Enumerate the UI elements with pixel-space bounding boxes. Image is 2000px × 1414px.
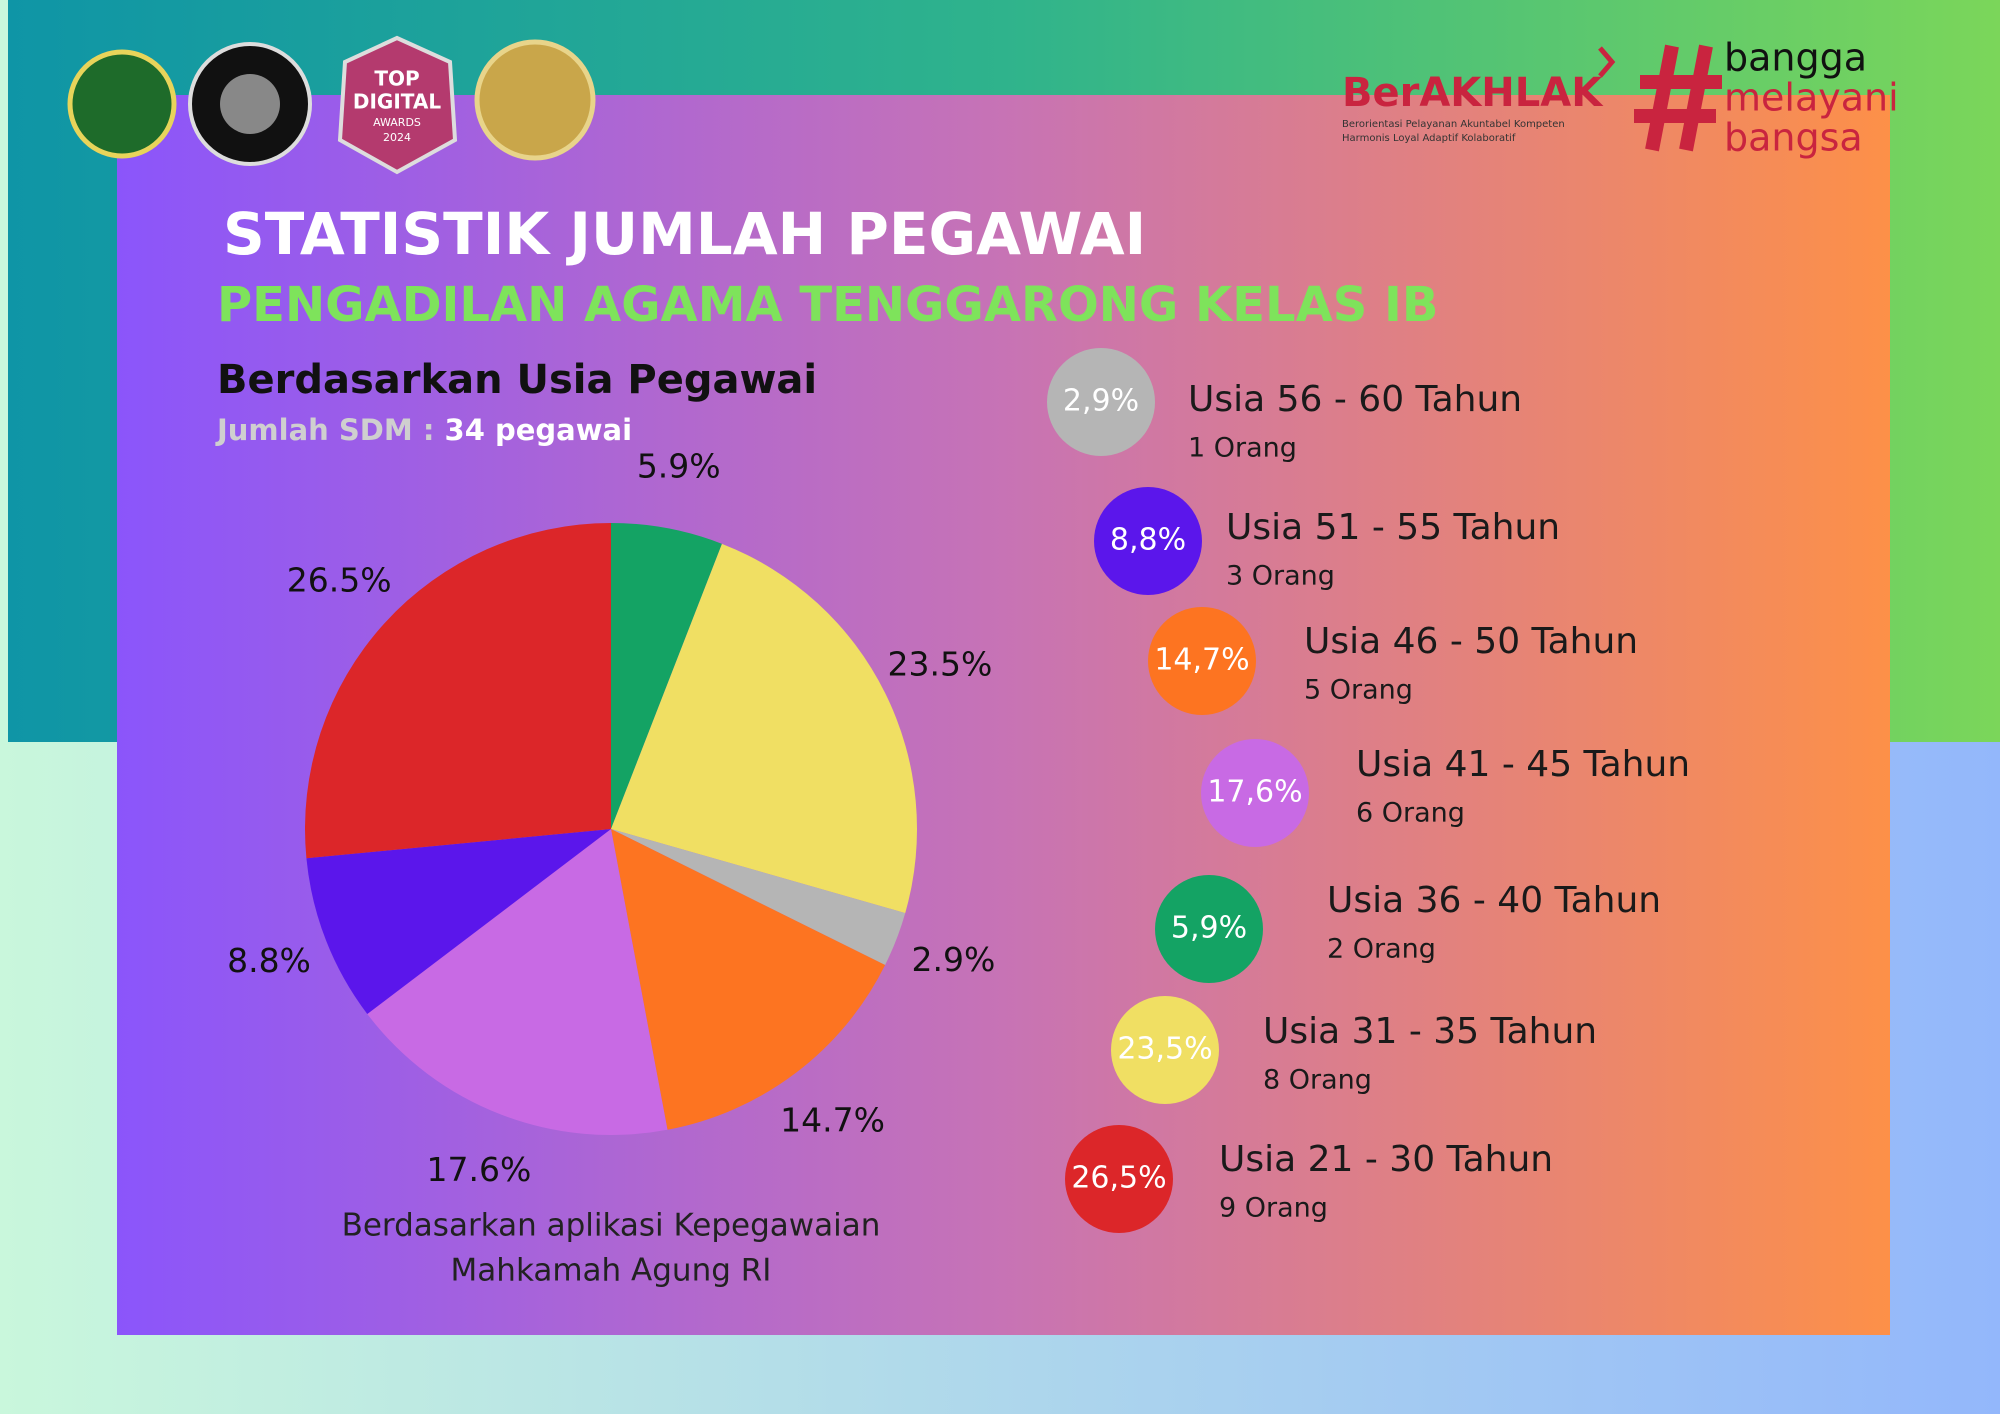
- pie-slice: [611, 829, 906, 966]
- age-marker: [1201, 739, 1309, 847]
- pie-slice: [611, 523, 722, 829]
- age-label: Usia 46 - 50 Tahun: [1304, 621, 1638, 662]
- age-marker: [1047, 348, 1155, 456]
- age-label: Usia 36 - 40 Tahun: [1327, 880, 1661, 921]
- logo: [67, 49, 177, 159]
- total-label: Jumlah SDM :: [215, 413, 434, 447]
- logo: [220, 74, 280, 134]
- source-note: Berdasarkan aplikasi Kepegawaian: [342, 1208, 881, 1244]
- age-count: 8 Orang: [1263, 1065, 1372, 1096]
- age-percent: 23,5%: [1117, 1032, 1212, 1067]
- age-percent: 2,9%: [1063, 384, 1139, 419]
- age-percent: 8,8%: [1110, 523, 1186, 558]
- age-count: 1 Orang: [1188, 433, 1297, 464]
- pie-slice: [305, 523, 611, 859]
- slice-label: 2.9%: [911, 940, 995, 979]
- slogan: bangga: [1724, 36, 1867, 80]
- age-percent: 26,5%: [1071, 1161, 1166, 1196]
- pie-slice: [367, 829, 668, 1135]
- title: STATISTIK JUMLAH PEGAWAI: [223, 200, 1146, 268]
- slice-label: 17.6%: [427, 1150, 532, 1189]
- age-count: 5 Orang: [1304, 675, 1413, 706]
- slice-label: 5.9%: [637, 447, 721, 486]
- pie-slice: [611, 829, 886, 1130]
- age-label: Usia 21 - 30 Tahun: [1219, 1139, 1553, 1180]
- source-note: Mahkamah Agung RI: [451, 1253, 772, 1289]
- age-marker: [1111, 996, 1219, 1104]
- slice-label: 14.7%: [780, 1100, 885, 1139]
- section-title: Berdasarkan Usia Pegawai: [217, 357, 817, 403]
- chevron: [1598, 46, 1616, 78]
- logo: [474, 39, 596, 161]
- slice-label: 8.8%: [227, 941, 311, 980]
- age-count: 3 Orang: [1226, 561, 1335, 592]
- age-label: Usia 41 - 45 Tahun: [1356, 744, 1690, 785]
- age-count: 2 Orang: [1327, 934, 1436, 965]
- pie-chart: 5.9% 23.5% 2.9% 14.7% 17.6% 8.8% 26.5%: [227, 447, 995, 1190]
- pie-slice: [611, 543, 917, 914]
- age-list: 2,9% Usia 56 - 60 Tahun 1 Orang 8,8% Usia 51…: [1047, 348, 1690, 1233]
- berakhlak-line: Harmonis Loyal Adaptif Kolaboratif: [1342, 133, 1516, 144]
- slogan: melayani: [1724, 76, 1899, 120]
- subtitle: PENGADILAN AGAMA TENGGARONG KELAS IB: [217, 277, 1438, 333]
- age-percent: 14,7%: [1154, 643, 1249, 678]
- slice-label: 26.5%: [287, 561, 392, 600]
- age-marker: [1148, 607, 1256, 715]
- age-label: Usia 56 - 60 Tahun: [1188, 379, 1522, 420]
- logo-text: TOP: [374, 67, 419, 91]
- age-count: 6 Orang: [1356, 798, 1465, 829]
- logo-text: DIGITAL: [353, 90, 441, 114]
- age-marker: [1155, 875, 1263, 983]
- age-label: Usia 51 - 55 Tahun: [1226, 507, 1560, 548]
- age-percent: 5,9%: [1171, 911, 1247, 946]
- age-count: 9 Orang: [1219, 1193, 1328, 1224]
- age-marker: [1094, 487, 1202, 595]
- slice-label: 23.5%: [887, 644, 992, 683]
- logos: TOP DIGITAL AWARDS 2024 BerAKHLAK Berori…: [67, 35, 1899, 175]
- total: Jumlah SDM : 34 pegawai: [215, 413, 632, 447]
- berakhlak: BerAKHLAK: [1342, 70, 1604, 116]
- slogan: bangsa: [1724, 116, 1863, 160]
- pie-slice: [306, 829, 611, 1015]
- logo-text: AWARDS: [373, 116, 421, 129]
- logo: [337, 35, 458, 175]
- age-label: Usia 31 - 35 Tahun: [1263, 1011, 1597, 1052]
- logo-text: 2024: [383, 131, 411, 144]
- total-value: 34 pegawai: [445, 413, 633, 447]
- hash: [1634, 44, 1722, 152]
- age-marker: [1065, 1125, 1173, 1233]
- age-percent: 17,6%: [1207, 775, 1302, 810]
- berakhlak-line: Berorientasi Pelayanan Akuntabel Kompete…: [1342, 119, 1565, 130]
